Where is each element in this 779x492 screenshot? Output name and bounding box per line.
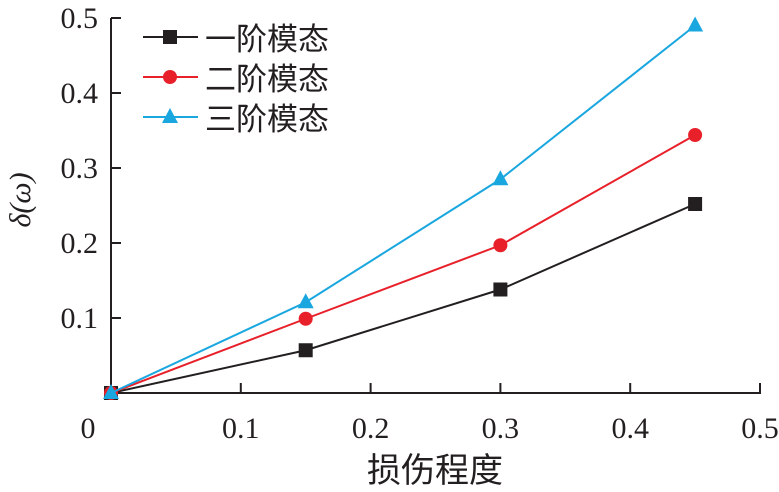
series-line (110, 203, 696, 394)
triangle-marker (103, 384, 119, 399)
legend-label: 二阶模态 (205, 62, 329, 98)
legend-item: 一阶模态 (143, 22, 329, 58)
x-tick-label: 0.2 (352, 412, 390, 445)
circle-marker (298, 311, 313, 326)
legend-triangle-marker (162, 108, 178, 123)
legend-label: 一阶模态 (205, 22, 329, 58)
x-tick-label: 0.1 (222, 412, 260, 445)
y-tick-label: 0.5 (61, 2, 99, 35)
x-axis-label: 损伤程度 (367, 451, 503, 491)
series-2 (104, 128, 703, 400)
legend-label: 三阶模态 (205, 102, 329, 138)
square-marker (688, 197, 703, 211)
triangle-marker (492, 170, 509, 186)
circle-marker (493, 238, 508, 253)
y-axis-label: δ(ω) (4, 172, 37, 227)
series-line (110, 134, 696, 394)
triangle-marker (297, 293, 314, 309)
series-1 (104, 197, 703, 400)
x-tick-label: 0.5 (741, 412, 779, 445)
y-tick-label: 0.1 (61, 302, 99, 335)
x-tick-label: 0.3 (482, 412, 520, 445)
series-3 (103, 16, 704, 399)
x-tick-label: 0.4 (611, 412, 649, 445)
circle-marker (688, 128, 703, 142)
y-tick-label: 0.4 (61, 77, 99, 110)
x-tick-label: 0 (81, 412, 96, 445)
legend-item: 三阶模态 (143, 102, 329, 138)
square-marker (493, 282, 508, 297)
y-tick-label: 0.2 (61, 227, 99, 260)
legend-item: 二阶模态 (143, 62, 329, 98)
y-tick-label: 0.3 (61, 152, 99, 185)
square-marker (298, 343, 313, 358)
triangle-marker (687, 16, 704, 32)
series-line (110, 24, 696, 394)
axes (110, 18, 761, 394)
legend-square-marker (163, 30, 177, 44)
legend-circle-marker (163, 70, 177, 84)
